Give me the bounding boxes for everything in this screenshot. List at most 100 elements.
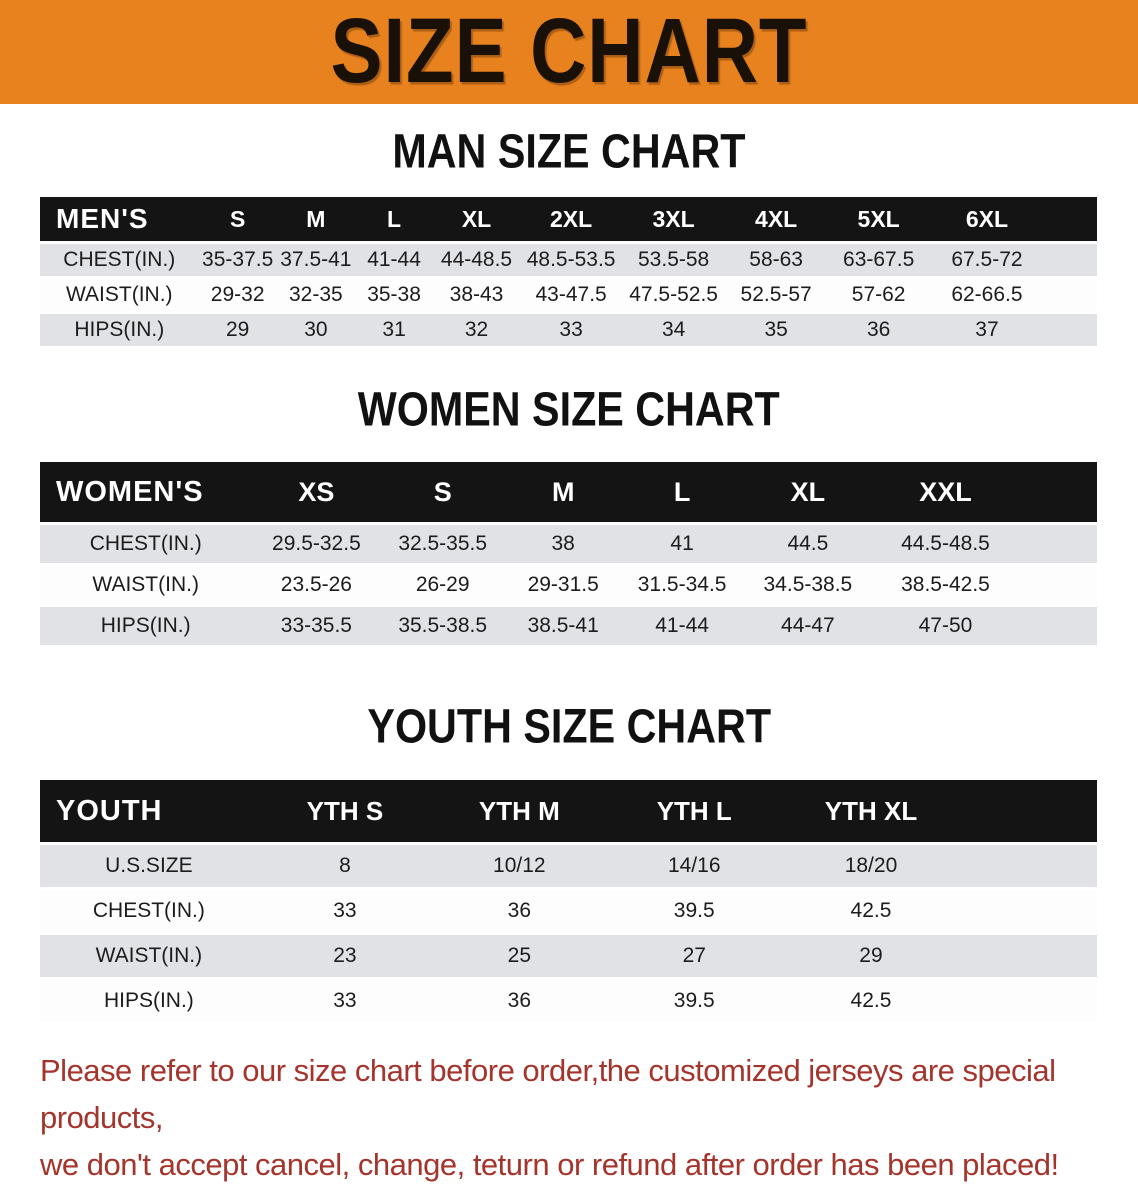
size-value: 47.5-52.5 [622,279,725,311]
youth-table-title: YOUTH [40,780,258,842]
size-value: 37.5-41 [276,244,355,276]
size-value: 44.5 [741,525,874,563]
youth-header-row: YOUTH YTH S YTH M YTH L YTH XL [40,780,1097,842]
column-header-yth-m: YTH M [432,780,607,842]
size-value: 35-37.5 [198,244,277,276]
disclaimer-text: Please refer to our size chart before or… [40,1047,1128,1188]
row-label: HIPS(IN.) [40,607,252,645]
disclaimer-line-1: Please refer to our size chart before or… [40,1053,1056,1136]
size-value: 63-67.5 [827,244,930,276]
size-value: 42.5 [781,890,1097,932]
youth-heading-text: YOUTH SIZE CHART [367,700,771,754]
mens-table-title: MEN'S [40,197,199,241]
row-label: U.S.SIZE [40,845,258,887]
size-value: 67.5-72 [929,244,1097,276]
womens-waist-row: WAIST(IN.) 23.5-26 26-29 29-31.5 31.5-34… [40,566,1097,604]
size-value: 57-62 [827,279,930,311]
size-value: 10/12 [432,845,607,887]
row-label: WAIST(IN.) [40,279,199,311]
row-label: CHEST(IN.) [40,244,199,276]
row-label: HIPS(IN.) [40,980,258,1022]
row-label: WAIST(IN.) [40,566,252,604]
size-value: 29-31.5 [504,566,623,604]
mens-header-row: MEN'S S M L XL 2XL 3XL 4XL 5XL 6XL [40,197,1097,241]
column-header-xs: XS [251,462,382,522]
row-label: HIPS(IN.) [40,314,199,346]
mens-chest-row: CHEST(IN.) 35-37.5 37.5-41 41-44 44-48.5… [40,244,1097,276]
column-header-s: S [198,197,277,241]
size-value: 58-63 [724,244,828,276]
womens-size-table: WOMEN'S XS S M L XL XXL CHEST(IN.) 29.5-… [40,459,1097,648]
column-header-s: S [381,462,504,522]
disclaimer-line-2: we don't accept cancel, change, teturn o… [40,1147,1059,1183]
size-value: 33 [257,980,433,1022]
size-value: 31.5-34.5 [622,566,742,604]
column-header-xl: XL [433,197,520,241]
column-header-yth-xl: YTH XL [781,780,1097,842]
size-value: 31 [354,314,434,346]
women-section-heading: WOMEN SIZE CHART [0,383,1138,437]
size-value: 41 [622,525,742,563]
size-value: 41-44 [622,607,742,645]
size-value: 32-35 [276,279,355,311]
column-header-m: M [504,462,623,522]
size-value: 23.5-26 [251,566,382,604]
size-value: 32 [433,314,520,346]
size-value: 39.5 [606,890,782,932]
size-value: 53.5-58 [622,244,725,276]
column-header-5xl: 5XL [827,197,930,241]
womens-table-title: WOMEN'S [40,462,252,522]
size-value: 52.5-57 [724,279,828,311]
column-header-3xl: 3XL [622,197,725,241]
size-value: 39.5 [606,980,782,1022]
size-value: 29.5-32.5 [251,525,382,563]
size-value: 36 [432,980,607,1022]
size-value: 18/20 [781,845,1097,887]
size-value: 43-47.5 [519,279,623,311]
size-value: 23 [257,935,433,977]
women-heading-text: WOMEN SIZE CHART [358,383,780,437]
size-value: 42.5 [781,980,1097,1022]
size-chart-banner: SIZE CHART [0,0,1138,104]
size-value: 33 [519,314,623,346]
size-value: 33-35.5 [251,607,382,645]
size-value: 29 [781,935,1097,977]
banner-title: SIZE CHART [330,0,808,103]
size-value: 48.5-53.5 [519,244,623,276]
column-header-4xl: 4XL [724,197,828,241]
size-value: 35 [724,314,828,346]
man-heading-text: MAN SIZE CHART [392,125,746,179]
size-value: 41-44 [354,244,434,276]
size-value: 27 [606,935,782,977]
column-header-yth-s: YTH S [257,780,433,842]
column-header-6xl: 6XL [929,197,1097,241]
size-value: 36 [432,890,607,932]
column-header-xl: XL [741,462,874,522]
mens-hips-row: HIPS(IN.) 29 30 31 32 33 34 35 36 37 [40,314,1097,346]
youth-waist-row: WAIST(IN.) 23 25 27 29 [40,935,1097,977]
size-value: 8 [257,845,433,887]
youth-hips-row: HIPS(IN.) 33 36 39.5 42.5 [40,980,1097,1022]
womens-hips-row: HIPS(IN.) 33-35.5 35.5-38.5 38.5-41 41-4… [40,607,1097,645]
size-value: 30 [276,314,355,346]
youth-size-table: YOUTH YTH S YTH M YTH L YTH XL U.S.SIZE … [40,777,1097,1025]
column-header-l: L [354,197,434,241]
column-header-yth-l: YTH L [606,780,782,842]
youth-section-heading: YOUTH SIZE CHART [0,700,1138,754]
column-header-m: M [276,197,355,241]
column-header-xxl: XXL [873,462,1097,522]
size-value: 37 [929,314,1097,346]
column-header-l: L [622,462,742,522]
column-header-2xl: 2XL [519,197,623,241]
size-value: 44.5-48.5 [873,525,1097,563]
size-value: 44-48.5 [433,244,520,276]
youth-chest-row: CHEST(IN.) 33 36 39.5 42.5 [40,890,1097,932]
size-value: 26-29 [381,566,504,604]
size-value: 62-66.5 [929,279,1097,311]
size-value: 14/16 [606,845,782,887]
size-value: 47-50 [873,607,1097,645]
size-value: 34 [622,314,725,346]
size-value: 38.5-41 [504,607,623,645]
size-value: 32.5-35.5 [381,525,504,563]
size-value: 38 [504,525,623,563]
